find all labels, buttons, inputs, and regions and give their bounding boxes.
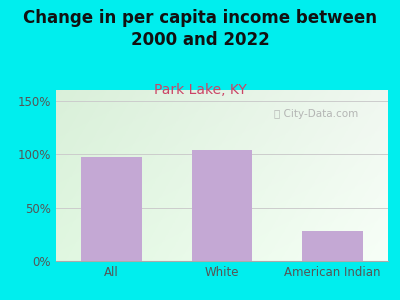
Bar <box>302 231 363 261</box>
Text: ⓘ City-Data.com: ⓘ City-Data.com <box>274 109 358 118</box>
Bar <box>192 150 252 261</box>
Bar <box>81 157 142 261</box>
Text: Park Lake, KY: Park Lake, KY <box>154 82 246 97</box>
Text: Change in per capita income between
2000 and 2022: Change in per capita income between 2000… <box>23 9 377 49</box>
